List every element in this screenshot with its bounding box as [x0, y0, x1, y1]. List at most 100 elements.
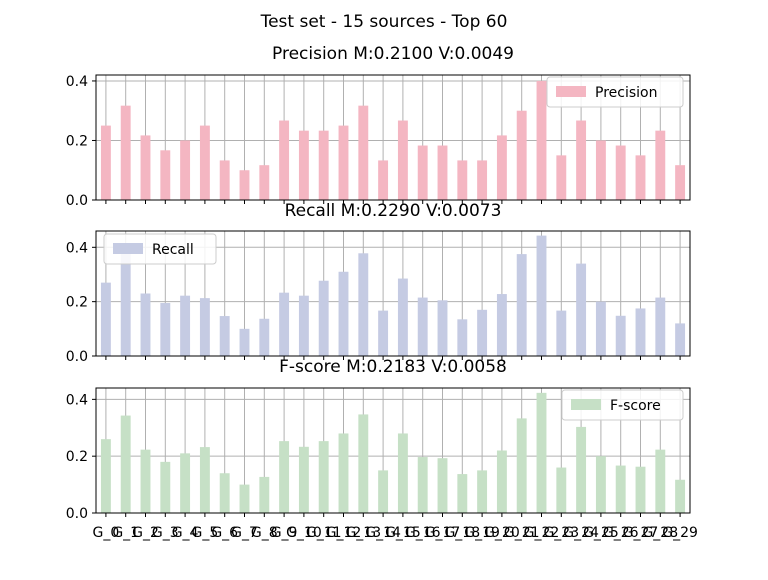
- bar: [496, 450, 507, 513]
- bar: [180, 453, 191, 513]
- legend: F-score: [561, 389, 684, 421]
- x-tick-label: G_5: [192, 525, 219, 541]
- y-tick-label: 0.2: [66, 449, 88, 465]
- bar: [279, 292, 290, 356]
- legend-box: [103, 233, 217, 265]
- bar: [140, 293, 151, 356]
- x-tick-label: G_22: [524, 525, 560, 541]
- bar: [180, 295, 191, 356]
- bar: [477, 470, 488, 513]
- bar: [516, 418, 527, 513]
- legend-box: [561, 389, 684, 421]
- bar: [516, 110, 527, 200]
- bar: [298, 446, 309, 513]
- x-tick-label: G_10: [286, 525, 322, 541]
- bar: [615, 315, 626, 356]
- bar: [199, 298, 210, 356]
- bar: [516, 254, 527, 356]
- legend-label: Precision: [595, 85, 657, 101]
- y-tick-label: 0.4: [66, 240, 88, 256]
- bar: [318, 280, 329, 356]
- bar: [199, 447, 210, 513]
- bar: [417, 297, 428, 356]
- bar: [219, 473, 230, 513]
- bar: [259, 318, 270, 356]
- subplot-title: Recall M:0.2290 V:0.0073: [285, 201, 502, 221]
- y-tick-label: 0.4: [66, 74, 88, 90]
- bar: [655, 449, 666, 513]
- legend-swatch: [556, 86, 586, 97]
- legend: Precision: [546, 76, 684, 108]
- x-tick-label: G_13: [345, 525, 381, 541]
- x-tick-label: G_28: [642, 525, 678, 541]
- bar: [655, 297, 666, 356]
- bar: [496, 135, 507, 200]
- subplot-1: Recall M:0.2290 V:0.0073 0.0 0.2 0.4 Recall: [66, 201, 691, 365]
- bar: [576, 263, 587, 356]
- bar: [615, 145, 626, 200]
- bar: [338, 433, 349, 513]
- legend-label: Recall: [152, 242, 194, 258]
- legend-swatch: [571, 399, 601, 410]
- x-tick-label: G_27: [623, 525, 659, 541]
- bar: [615, 465, 626, 513]
- subplot-0: Precision M:0.2100 V:0.0049 0.0 0.2 0.4 Prec…: [66, 44, 691, 209]
- bar: [556, 155, 567, 200]
- bar: [675, 479, 686, 513]
- bar: [397, 278, 408, 356]
- subplot-title: F-score M:0.2183 V:0.0058: [279, 357, 507, 377]
- bar: [595, 456, 606, 513]
- bar: [120, 415, 131, 513]
- y-tick-label: 0.0: [66, 193, 88, 209]
- bar: [259, 476, 270, 513]
- bar: [338, 271, 349, 356]
- bar: [100, 282, 111, 356]
- x-tick-label: G_21: [504, 525, 540, 541]
- bar: [556, 467, 567, 513]
- legend-label: F-score: [610, 398, 661, 414]
- bar: [457, 474, 468, 513]
- bar: [100, 125, 111, 200]
- y-tick-label: 0.0: [66, 506, 88, 522]
- axes-frame: [95, 387, 691, 514]
- x-tick-label: G_11: [306, 525, 342, 541]
- bar: [358, 414, 369, 513]
- bar: [239, 484, 250, 513]
- bar: [437, 300, 448, 356]
- bar: [298, 130, 309, 200]
- x-tick-label: G_4: [172, 525, 199, 541]
- bar: [496, 294, 507, 356]
- axes-frame: [95, 74, 691, 201]
- figure-suptitle: Test set - 15 sources - Top 60: [260, 12, 508, 32]
- bar: [120, 252, 131, 356]
- bar: [576, 120, 587, 200]
- bar: [536, 392, 547, 513]
- bar: [397, 433, 408, 513]
- subplot-title: Precision M:0.2100 V:0.0049: [272, 44, 514, 64]
- bar: [437, 145, 448, 200]
- bar: [259, 165, 270, 200]
- bar: [536, 235, 547, 356]
- x-tick-label: G_12: [326, 525, 362, 541]
- bar: [595, 301, 606, 356]
- bar: [457, 160, 468, 200]
- y-tick-label: 0.0: [66, 349, 88, 365]
- bar: [120, 105, 131, 200]
- x-tick-label: G_25: [583, 525, 619, 541]
- x-tick-label: G_0: [93, 525, 120, 541]
- x-tick-label: G_24: [563, 525, 599, 541]
- bar: [239, 328, 250, 356]
- x-tick-label: G_26: [603, 525, 639, 541]
- subplot-2: F-score M:0.2183 V:0.0058 0.0 0.2 0.4 F-scor…: [66, 357, 698, 541]
- x-tick-label: G_16: [405, 525, 441, 541]
- bar: [417, 145, 428, 200]
- bar: [635, 155, 646, 200]
- bar: [160, 150, 171, 200]
- bar: [279, 120, 290, 200]
- x-tick-label: G_1: [112, 525, 139, 541]
- legend: Recall: [103, 233, 217, 265]
- bar: [318, 441, 329, 513]
- x-tick-label: G_6: [211, 525, 238, 541]
- bar: [536, 80, 547, 200]
